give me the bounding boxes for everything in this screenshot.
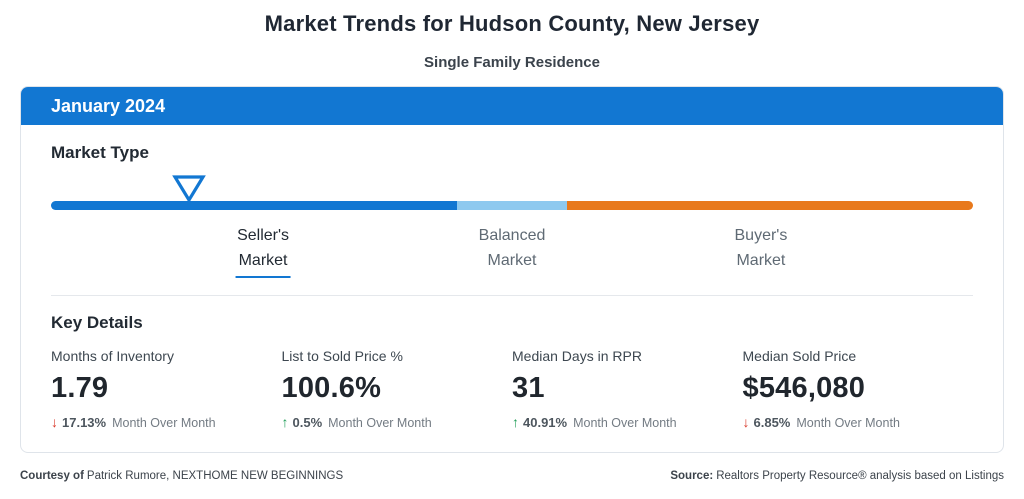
source-text: Source: Realtors Property Resource® analy… [670,470,1004,482]
courtesy-value: Patrick Rumore, NEXTHOME NEW BEGINNINGS [86,470,344,482]
change-percent: 6.85% [753,415,791,430]
arrow-up-icon: ↑ [512,414,519,430]
divider [51,295,973,296]
stat-value: $546,080 [742,372,866,404]
stat-value: 1.79 [51,372,109,404]
market-type-heading: Market Type [51,143,149,162]
change-percent: 0.5% [292,415,323,430]
stat-median-days-in-rpr: Median Days in RPR 31 ↑ 40.91% Month Ove… [512,348,743,430]
stat-label: Median Sold Price [742,348,857,364]
card-body: Market Type Selle [21,125,1003,452]
source-label: Source: [670,470,714,482]
stat-label: Median Days in RPR [512,348,642,364]
gauge-track [51,175,973,210]
label-balanced-line1: Balanced [478,227,546,244]
arrow-down-icon: ↓ [51,414,58,430]
gauge-labels: Seller's Market Balanced Market Buyer's … [51,223,973,281]
arrow-down-icon: ↓ [742,414,750,430]
card-header: January 2024 [21,87,1003,125]
market-type-gauge: Seller's Market Balanced Market Buyer's … [51,175,973,281]
label-buyers-line2: Market [736,252,786,269]
footer: Courtesy of Patrick Rumore, NEXTHOME NEW … [20,470,1004,482]
change-period: Month Over Month [796,416,900,430]
label-sellers-line1: Seller's [237,227,290,244]
change-period: Month Over Month [112,416,216,430]
stat-change: ↑ 0.5% Month Over Month [282,414,513,430]
courtesy-label: Courtesy of [20,470,84,482]
stat-change: ↑ 40.91% Month Over Month [512,414,743,430]
gauge-segment-buyers [567,201,973,210]
gauge-bar [51,201,973,210]
source-value: Realtors Property Resource® analysis bas… [716,470,1004,482]
gauge-segment-sellers [51,201,457,210]
courtesy-text: Courtesy of Patrick Rumore, NEXTHOME NEW … [20,470,343,482]
key-details-stats: Months of Inventory 1.79 ↓ 17.13% Month … [51,348,973,430]
market-trends-card: January 2024 Market Type [20,86,1004,453]
arrow-up-icon: ↑ [281,414,289,430]
gauge-segment-balanced [456,201,568,210]
label-buyers-line1: Buyer's [734,227,788,244]
stat-median-sold-price: Median Sold Price $546,080 ↓ 6.85% Month… [743,348,974,430]
change-period: Month Over Month [573,416,677,430]
stat-value: 100.6% [281,372,382,404]
change-percent: 40.91% [523,415,568,430]
stat-value: 31 [512,372,545,404]
stat-list-to-sold-price: List to Sold Price % 100.6% ↑ 0.5% Month… [282,348,513,430]
change-percent: 17.13% [62,415,107,430]
label-balanced-line2: Market [487,252,537,269]
stat-label: Months of Inventory [51,348,174,364]
key-details-heading: Key Details [51,313,143,332]
stat-change: ↓ 17.13% Month Over Month [51,414,282,430]
page-title: Market Trends for Hudson County, New Jer… [264,11,760,36]
label-sellers-line2: Market [235,248,291,278]
change-period: Month Over Month [328,416,432,430]
label-sellers-market: Seller's Market [235,223,291,278]
stat-change: ↓ 6.85% Month Over Month [743,414,974,430]
stat-label: List to Sold Price % [281,348,403,364]
period-label: January 2024 [51,95,166,116]
label-buyers-market: Buyer's Market [735,223,788,273]
gauge-marker-icon [172,174,207,204]
label-balanced-market: Balanced Market [479,223,546,273]
stat-months-of-inventory: Months of Inventory 1.79 ↓ 17.13% Month … [51,348,282,430]
page-subtitle: Single Family Residence [424,54,600,71]
